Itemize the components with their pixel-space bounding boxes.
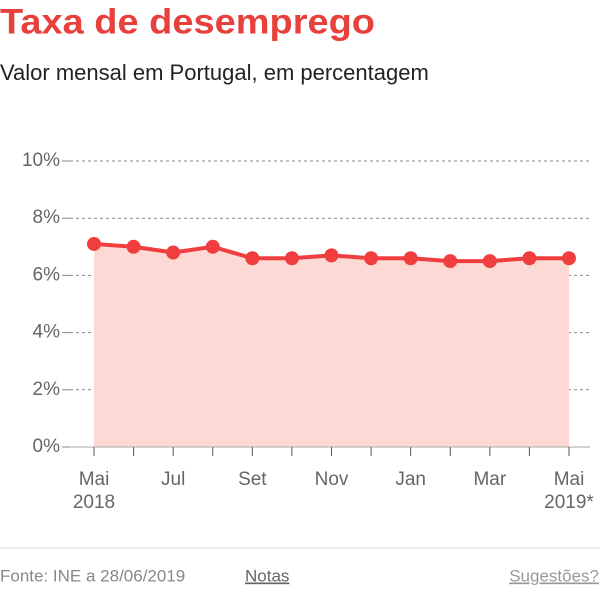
x-tick-label: Set <box>238 469 267 490</box>
x-tick-label: Nov <box>315 469 349 490</box>
point <box>443 254 458 269</box>
x-tick-label: Jan <box>395 469 426 490</box>
notes-link[interactable]: Notas <box>245 566 289 585</box>
x-tick-label-line: Jan <box>395 469 426 490</box>
chart-subtitle: Valor mensal em Portugal, em percentagem <box>0 60 429 85</box>
suggestions-link[interactable]: Sugestões? <box>509 566 599 585</box>
point <box>126 239 141 254</box>
x-tick-label: Jul <box>161 469 185 490</box>
x-tick-label-line: Mar <box>473 469 506 490</box>
y-tick-label: 8% <box>33 207 61 228</box>
chart-title: Taxa de desemprego <box>0 2 375 41</box>
point <box>364 251 379 266</box>
y-tick-label: 6% <box>33 264 61 285</box>
x-tick-label-line: Mai <box>79 469 110 490</box>
y-tick-label: 2% <box>33 379 61 400</box>
x-tick-label-line: Set <box>238 469 267 490</box>
source: Fonte: INE a 28/06/2019 <box>0 566 185 585</box>
point <box>166 245 181 260</box>
area <box>94 243 569 447</box>
x-tick-label-line: Mai <box>554 469 585 490</box>
point <box>403 251 418 266</box>
y-tick-label: 10% <box>22 150 60 171</box>
x-tick-label: Mai 2019* <box>544 469 594 513</box>
point <box>324 248 339 263</box>
point <box>87 236 101 251</box>
x-tick-label: Mar <box>473 469 506 490</box>
point <box>205 239 220 254</box>
y-tick-label: 0% <box>33 436 61 457</box>
x-tick-label-line: Jul <box>161 469 185 490</box>
y-tick-label: 4% <box>33 322 61 343</box>
x-tick-label-line: 2018 <box>73 492 115 513</box>
point <box>245 251 260 266</box>
x-tick-label-line: Nov <box>315 469 349 490</box>
point <box>562 251 576 266</box>
point <box>284 251 299 266</box>
x-tick-label-line: 2019* <box>544 492 594 513</box>
x-tick-label: Mai 2018 <box>73 469 115 513</box>
point <box>482 254 497 269</box>
point <box>522 251 537 266</box>
